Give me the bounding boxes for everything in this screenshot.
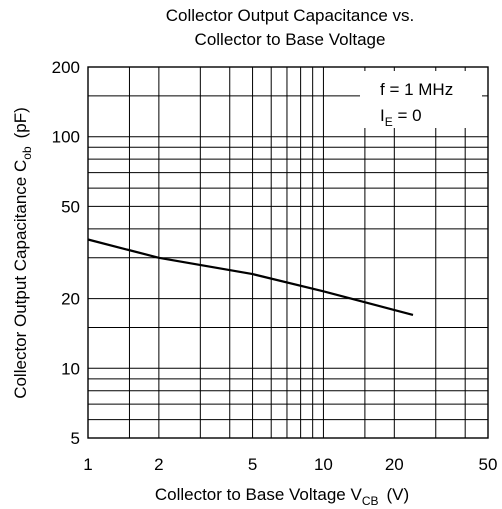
y-tick-label: 5 [71, 429, 80, 448]
y-axis-label: Collector Output Capacitance Cob (pF) [11, 107, 34, 399]
annotation-background [360, 71, 482, 128]
y-tick-label: 10 [61, 359, 80, 378]
y-tick-label: 50 [61, 197, 80, 216]
annotation-current-subscript: E [385, 115, 393, 129]
x-tick-label: 2 [154, 455, 163, 474]
x-axis-label-text: Collector to Base Voltage V [155, 485, 363, 504]
x-tick-label: 1 [83, 455, 92, 474]
x-tick-label: 50 [479, 455, 498, 474]
y-tick-labels: 5 10 20 50 100 200 [52, 58, 80, 448]
annotation-emitter-current: IE = 0 [380, 106, 422, 129]
y-tick-label: 200 [52, 58, 80, 77]
x-axis-label-unit: (V) [386, 485, 409, 504]
x-tick-label: 20 [385, 455, 404, 474]
x-tick-label: 10 [314, 455, 333, 474]
annotation-current-value: = 0 [393, 106, 422, 125]
y-axis-label-subscript: ob [20, 146, 34, 160]
annotation-current-symbol: I [380, 106, 385, 125]
plot-frame [87, 66, 489, 439]
chart-title-line1: Collector Output Capacitance vs. [166, 6, 415, 25]
x-axis-label: Collector to Base Voltage VCB (V) [155, 485, 409, 508]
y-axis-label-unit: (pF) [11, 107, 30, 138]
y-tick-label: 100 [52, 128, 80, 147]
annotation-frequency: f = 1 MHz [380, 80, 453, 99]
x-tick-labels: 1 2 5 10 20 50 [83, 455, 497, 474]
chart-title-line2: Collector to Base Voltage [195, 30, 386, 49]
grid-lines [88, 67, 488, 438]
y-tick-label: 20 [61, 290, 80, 309]
x-tick-label: 5 [248, 455, 257, 474]
x-axis-label-subscript: CB [362, 494, 379, 508]
test-conditions-annotation: f = 1 MHz IE = 0 [360, 71, 482, 129]
y-axis-label-text: Collector Output Capacitance C [11, 160, 30, 399]
capacitance-series-line [87, 238, 414, 316]
